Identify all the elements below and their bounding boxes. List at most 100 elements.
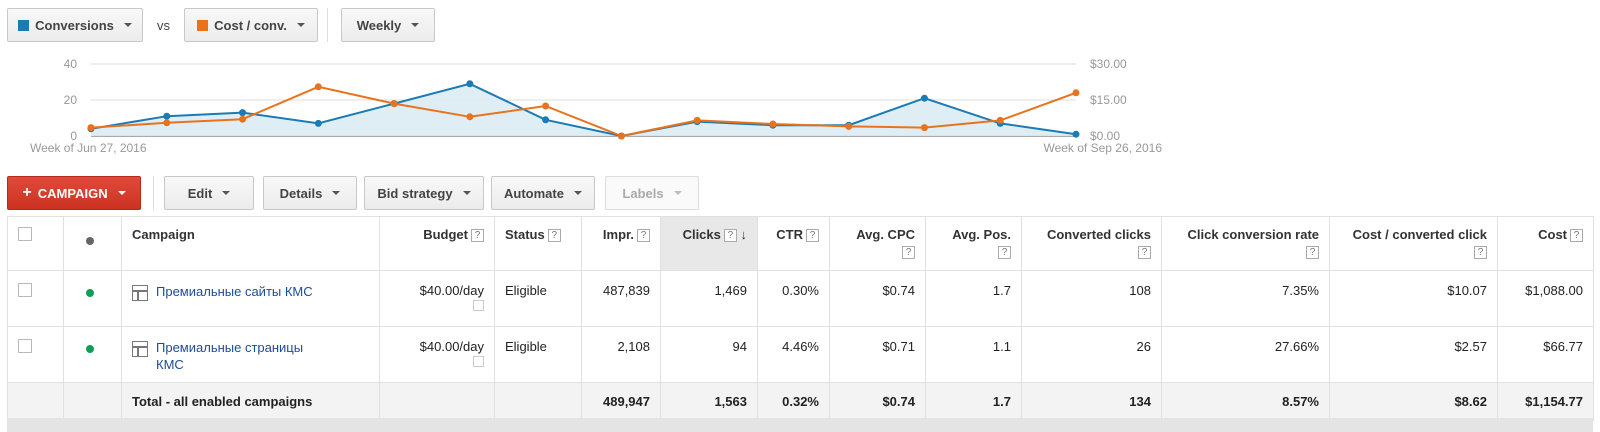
cost-per-converted-click-value: $10.07 <box>1329 270 1498 327</box>
campaign-type-icon <box>132 341 148 357</box>
total-impr: 489,947 <box>581 382 661 421</box>
row-checkbox[interactable] <box>18 283 32 297</box>
col-ctr[interactable]: CTR? <box>757 216 830 271</box>
labels-label: Labels <box>622 185 664 201</box>
labels-dropdown[interactable]: Labels <box>605 176 699 210</box>
converted-clicks-value: 26 <box>1021 326 1162 383</box>
edit-budget-icon[interactable] <box>473 300 484 311</box>
col-status[interactable]: Status? <box>494 216 582 271</box>
data-point <box>239 109 247 117</box>
select-all-header[interactable] <box>7 216 64 271</box>
col-budget-label: Budget <box>423 227 468 242</box>
metric1-swatch <box>18 19 30 31</box>
col-avg-pos-label: Avg. Pos. <box>952 227 1011 242</box>
automate-dropdown[interactable]: Automate <box>491 176 595 210</box>
left-axis-tick: 20 <box>64 93 78 107</box>
edit-dropdown[interactable]: Edit <box>164 176 254 210</box>
col-ctr-label: CTR <box>776 227 803 242</box>
left-axis-tick: 40 <box>64 57 78 71</box>
col-impr[interactable]: Impr.? <box>581 216 661 271</box>
col-cost-label: Cost <box>1538 227 1567 242</box>
metric1-dropdown[interactable]: Conversions <box>7 8 143 42</box>
metric2-swatch <box>197 19 209 31</box>
right-axis-tick: $15.00 <box>1090 93 1127 107</box>
budget-value: $40.00/day <box>419 283 484 298</box>
col-campaign[interactable]: Campaign <box>121 216 380 271</box>
help-icon[interactable]: ? <box>723 229 737 243</box>
table-row[interactable]: Премиальные страницы КМС $40.00/day Elig… <box>7 326 1594 383</box>
help-icon[interactable]: ? <box>1138 246 1151 259</box>
col-clicks-label: Clicks <box>682 227 721 242</box>
help-icon[interactable]: ? <box>471 229 484 243</box>
bid-strategy-label: Bid strategy <box>377 185 453 201</box>
data-point <box>466 113 474 121</box>
divider <box>153 176 154 210</box>
col-click-conversion-rate-label: Click conversion rate <box>1187 227 1320 242</box>
data-point <box>617 132 625 140</box>
data-point <box>390 100 398 108</box>
automate-label: Automate <box>504 185 564 201</box>
col-avg-pos[interactable]: Avg. Pos.? <box>925 216 1022 271</box>
chevron-down-icon <box>673 191 682 195</box>
add-campaign-button[interactable]: + CAMPAIGN <box>7 176 141 210</box>
col-converted-clicks-label: Converted clicks <box>1046 227 1151 242</box>
help-icon[interactable]: ? <box>998 246 1011 259</box>
campaign-link[interactable]: Премиальные сайты КМС <box>156 284 313 299</box>
help-icon[interactable]: ? <box>1474 246 1487 259</box>
campaign-link[interactable]: Премиальные страницы КМС <box>156 340 304 372</box>
campaign-type-icon <box>132 285 148 301</box>
col-cost[interactable]: Cost? <box>1497 216 1594 271</box>
col-converted-clicks[interactable]: Converted clicks? <box>1021 216 1162 271</box>
avg-pos-value: 1.1 <box>925 326 1022 383</box>
help-icon[interactable]: ? <box>637 229 650 243</box>
performance-chart: 0 $0.00 20 $15.00 40 $30.00 Week of Jun 27, 20… <box>30 57 1162 155</box>
data-point <box>1072 130 1080 138</box>
metric2-dropdown[interactable]: Cost / conv. <box>184 8 318 42</box>
row-status-value-cell: Eligible <box>494 326 582 383</box>
help-icon[interactable]: ? <box>547 229 561 243</box>
help-icon[interactable]: ? <box>1570 229 1583 243</box>
total-empty-cell <box>379 382 495 421</box>
row-campaign-cell: Премиальные сайты КМС <box>121 270 380 327</box>
data-point <box>996 116 1004 124</box>
divider <box>327 8 328 42</box>
vs-label: vs <box>157 18 170 33</box>
row-select-cell <box>7 270 64 327</box>
table-row[interactable]: Премиальные сайты КМС $40.00/day Eligibl… <box>7 270 1594 327</box>
period-dropdown[interactable]: Weekly <box>341 8 435 42</box>
col-cost-per-converted-click[interactable]: Cost / converted click? <box>1329 216 1498 271</box>
row-budget-cell: $40.00/day <box>379 270 495 327</box>
row-checkbox[interactable] <box>18 339 32 353</box>
total-clicks: 1,563 <box>660 382 758 421</box>
ctr-value: 4.46% <box>757 326 830 383</box>
cost-value: $1,088.00 <box>1497 270 1594 327</box>
avg-cpc-value: $0.74 <box>829 270 926 327</box>
col-clicks[interactable]: Clicks? ↓ <box>660 216 758 271</box>
data-point <box>920 124 928 132</box>
cost-per-converted-click-value: $2.57 <box>1329 326 1498 383</box>
clicks-value: 94 <box>660 326 758 383</box>
total-empty-cell <box>494 382 582 421</box>
details-dropdown[interactable]: Details <box>263 176 357 210</box>
row-select-cell <box>7 326 64 383</box>
help-icon[interactable]: ? <box>806 229 819 243</box>
help-icon[interactable]: ? <box>902 246 915 259</box>
x-end-label: Week of Sep 26, 2016 <box>1043 141 1162 155</box>
status-dot-header[interactable] <box>63 216 122 271</box>
chevron-down-icon <box>411 23 420 27</box>
select-all-checkbox[interactable] <box>18 227 32 241</box>
metric1-label: Conversions <box>35 17 114 33</box>
total-label: Total - all enabled campaigns <box>121 382 380 421</box>
col-budget[interactable]: Budget? <box>379 216 495 271</box>
col-click-conversion-rate[interactable]: Click conversion rate? <box>1161 216 1330 271</box>
row-campaign-cell: Премиальные страницы КМС <box>121 326 380 383</box>
impr-value: 2,108 <box>581 326 661 383</box>
bid-strategy-dropdown[interactable]: Bid strategy <box>364 176 484 210</box>
data-point <box>314 83 322 91</box>
col-avg-cpc[interactable]: Avg. CPC? <box>829 216 926 271</box>
edit-budget-icon[interactable] <box>473 356 484 367</box>
data-point <box>542 102 550 110</box>
help-icon[interactable]: ? <box>1306 246 1319 259</box>
right-axis-tick: $30.00 <box>1090 57 1127 71</box>
budget-value: $40.00/day <box>419 339 484 354</box>
